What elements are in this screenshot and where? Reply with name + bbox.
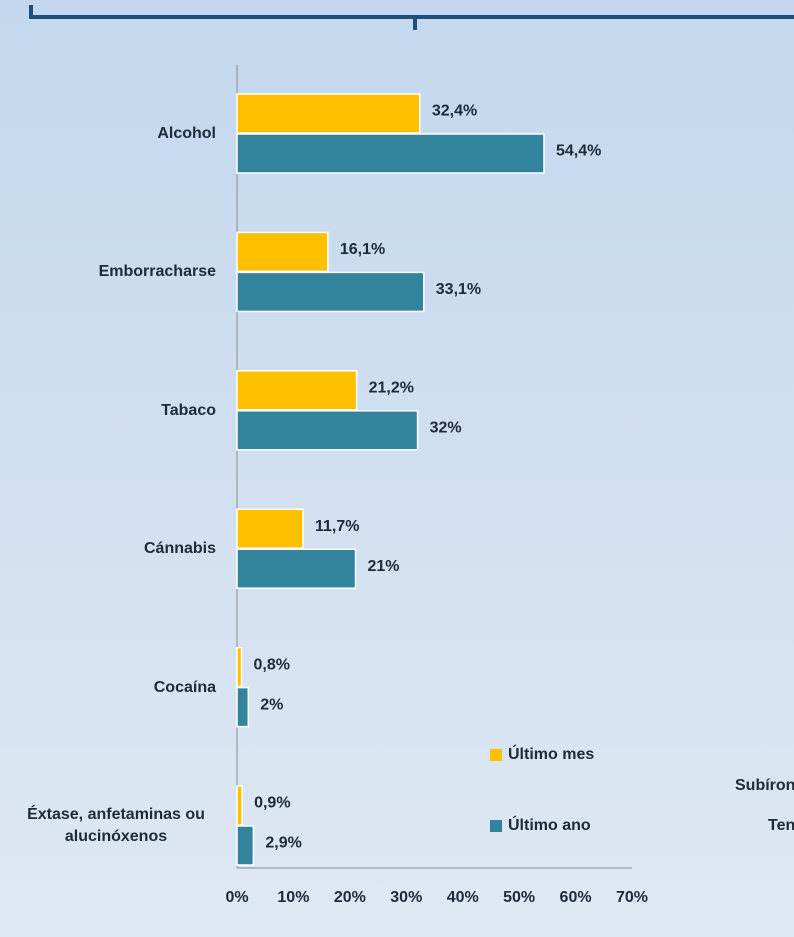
bar	[236, 231, 329, 273]
x-tick-label: 70%	[616, 889, 648, 906]
bar	[236, 410, 419, 451]
data-label: 54,4%	[556, 143, 601, 160]
legend-label: Último mes	[508, 744, 594, 763]
data-label: 2,9%	[265, 835, 301, 852]
header-rule	[29, 5, 794, 30]
bar	[236, 508, 304, 549]
bar	[236, 686, 250, 728]
category-label: Emborracharse	[98, 263, 216, 281]
data-label: 2%	[260, 696, 283, 713]
data-label: 0,8%	[254, 656, 290, 673]
bar	[236, 646, 243, 688]
bar	[236, 271, 425, 313]
x-tick-label: 50%	[503, 889, 535, 906]
data-label: 33,1%	[436, 281, 481, 298]
bar	[236, 548, 357, 589]
category-label: Éxtase, anfetaminas ou alucinóxenos	[27, 806, 205, 845]
data-label: 32%	[430, 420, 462, 437]
x-tick-label: 30%	[390, 889, 422, 906]
bar	[236, 785, 243, 826]
side-text: Subíron	[735, 777, 794, 794]
data-label: 21%	[368, 558, 400, 575]
category-label: Tabaco	[161, 401, 216, 419]
x-tick-label: 40%	[447, 889, 479, 906]
category-label: Alcohol	[157, 125, 216, 142]
side-text: Ten	[768, 817, 794, 834]
category-label: Cocaína	[153, 678, 216, 696]
bar	[236, 825, 255, 866]
bar	[236, 133, 545, 174]
bar	[236, 93, 421, 134]
x-tick-label: 20%	[334, 889, 366, 906]
x-tick-label: 60%	[560, 889, 592, 906]
x-tick-label: 0%	[225, 889, 248, 906]
legend-swatch	[490, 749, 502, 761]
category-label: Cánnabis	[143, 540, 216, 558]
bar	[236, 370, 358, 411]
data-label: 0,9%	[254, 795, 290, 812]
data-label: 32,4%	[432, 103, 477, 120]
data-label: 21,2%	[369, 380, 414, 397]
x-tick-label: 10%	[277, 889, 309, 906]
legend-swatch	[490, 820, 502, 832]
data-label: 16,1%	[340, 241, 385, 258]
legend-label: Último ano	[508, 815, 591, 834]
data-label: 11,7%	[315, 518, 359, 535]
